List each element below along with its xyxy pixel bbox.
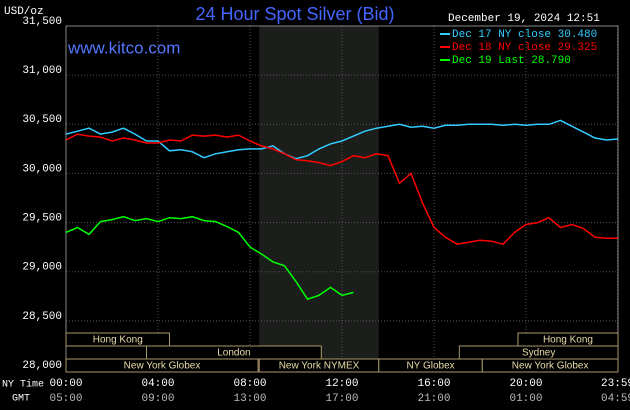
y-tick-label: 30,000 [22, 163, 62, 175]
x-tick-label: 04:00 [141, 378, 174, 390]
x2-tick-label: 01:00 [509, 393, 542, 405]
x2-tick-label: 04:59 [601, 393, 630, 405]
y-tick-label: 31,000 [22, 65, 62, 77]
website: www.kitco.com [67, 38, 180, 57]
session-shade [259, 26, 379, 370]
y-tick-label: 28,000 [22, 360, 62, 372]
session-label: Hong Kong [93, 335, 143, 346]
session-label: NY Globex [406, 361, 454, 372]
x-tick-label: 00:00 [49, 378, 82, 390]
session-box [65, 332, 170, 347]
y-tick-label: 28,500 [22, 311, 62, 323]
x-tick-label: 16:00 [417, 378, 450, 390]
session-label: Hong Kong [543, 335, 593, 346]
x2-axis-label: GMT [12, 394, 30, 405]
session-box [481, 358, 619, 373]
x2-tick-label: 05:00 [49, 393, 82, 405]
y-tick-label: 31,500 [22, 16, 62, 28]
timestamp: December 19, 2024 12:51 [448, 13, 600, 25]
session-label: New York Globex [124, 361, 201, 372]
y-tick-label: 29,500 [22, 212, 62, 224]
y-tick-label: 30,500 [22, 114, 62, 126]
series-line [65, 119, 619, 160]
x-tick-label: 23:59 [601, 378, 630, 390]
chart-title: 24 Hour Spot Silver (Bid) [195, 4, 394, 24]
x2-tick-label: 13:00 [233, 393, 266, 405]
session-box [65, 358, 259, 373]
legend-entry: Dec 18 NY close 29.325 [452, 42, 597, 54]
session-label: Sydney [522, 348, 555, 359]
y-tick-label: 29,000 [22, 262, 62, 274]
x-tick-label: 20:00 [509, 378, 542, 390]
x-tick-label: 12:00 [325, 378, 358, 390]
session-label: London [217, 348, 250, 359]
legend-entry: Dec 19 Last 28.790 [452, 55, 571, 67]
session-label: New York Globex [512, 361, 589, 372]
x2-tick-label: 09:00 [141, 393, 174, 405]
x2-tick-label: 17:00 [325, 393, 358, 405]
series-line [65, 133, 618, 246]
x2-tick-label: 21:00 [417, 393, 450, 405]
x-tick-label: 08:00 [233, 378, 266, 390]
session-label: New York NYMEX [279, 361, 360, 372]
x-axis-label: NY Time [2, 379, 44, 391]
y-axis-label: USD/oz [4, 6, 44, 18]
series-line [65, 215, 354, 301]
legend-entry: Dec 17 NY close 30.480 [452, 29, 597, 41]
